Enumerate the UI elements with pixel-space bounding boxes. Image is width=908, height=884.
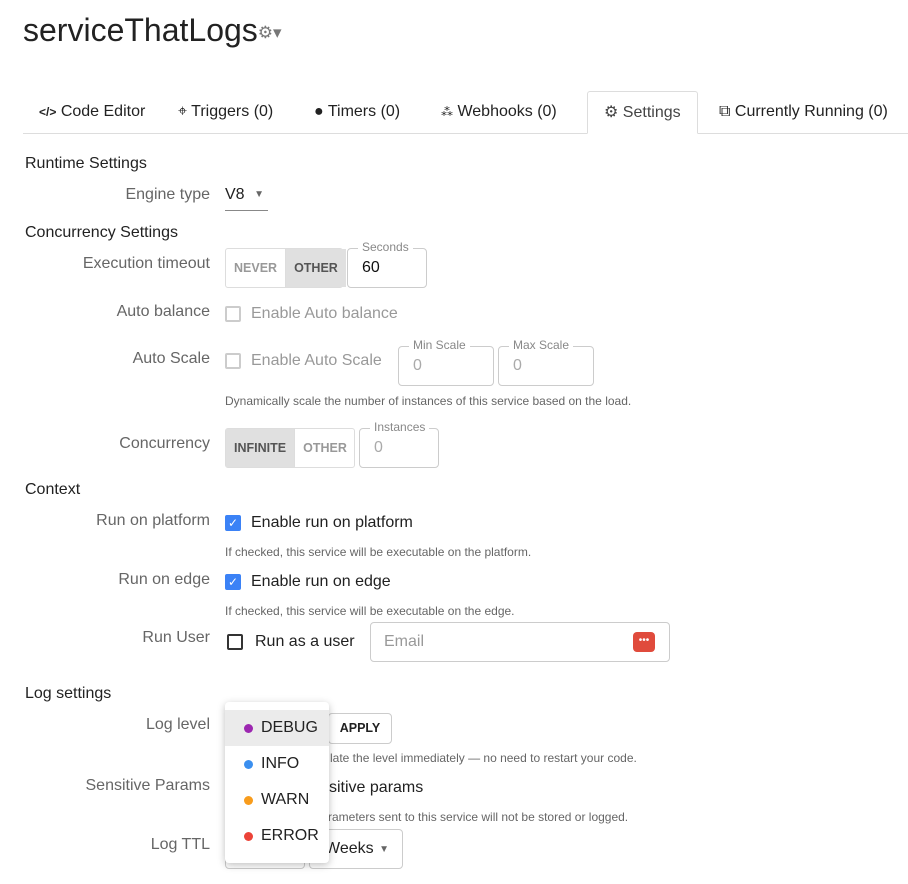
min-scale-label: Min Scale — [409, 338, 470, 352]
context-heading: Context — [25, 481, 81, 498]
edge-label: Run on edge — [118, 571, 210, 588]
menu-item-error[interactable]: ERROR — [225, 818, 329, 854]
menu-item-info[interactable]: INFO — [225, 746, 329, 782]
engine-select[interactable]: V8 ▼ — [225, 184, 268, 211]
chevron-down-icon: ▼ — [379, 844, 389, 855]
menu-item-warn[interactable]: WARN — [225, 782, 329, 818]
clock-icon: ● — [314, 103, 324, 120]
chevron-down-icon: ▼ — [254, 189, 264, 200]
info-dot-icon — [244, 759, 253, 769]
platform-checkbox[interactable]: ✓ Enable run on platform — [225, 514, 413, 532]
log-level-menu: DEBUG INFO WARN ERROR — [225, 702, 329, 863]
page-title: serviceThatLogs⚙▾ — [23, 12, 282, 48]
sensitive-help: rameters sent to this service will not b… — [328, 810, 629, 824]
code-icon: </> — [39, 105, 57, 119]
concurrency-toggle: INFINITE OTHER — [225, 428, 355, 468]
instances-input[interactable]: Instances 0 — [359, 420, 439, 468]
sensitive-checkbox-text[interactable]: sitive params — [329, 779, 424, 796]
tab-timers[interactable]: ● Timers (0) — [314, 103, 401, 120]
max-scale-input[interactable]: Max Scale 0 — [498, 338, 594, 386]
timeout-toggle: NEVER OTHER — [225, 248, 346, 288]
run-user-label: Run User — [142, 629, 210, 646]
apply-button[interactable]: APPLY — [328, 713, 392, 744]
concurrency-heading: Concurrency Settings — [25, 224, 178, 241]
tab-triggers[interactable]: ⌖ Triggers (0) — [178, 103, 274, 120]
infinite-button[interactable]: INFINITE — [226, 429, 295, 467]
other-button[interactable]: OTHER — [285, 249, 346, 287]
warn-dot-icon — [244, 795, 253, 805]
timeout-label: Execution timeout — [82, 255, 210, 272]
tab-currently-running[interactable]: ⧉ Currently Running (0) — [719, 103, 888, 120]
min-scale-input[interactable]: Min Scale 0 — [398, 338, 494, 386]
password-manager-icon[interactable]: ••• — [633, 632, 655, 652]
runtime-heading: Runtime Settings — [25, 155, 147, 172]
other-concurrency-button[interactable]: OTHER — [294, 429, 355, 467]
autobalance-checkbox[interactable]: Enable Auto balance — [225, 305, 398, 323]
stack-icon: ⧉ — [719, 103, 731, 120]
max-scale-label: Max Scale — [509, 338, 574, 352]
debug-dot-icon — [244, 723, 253, 733]
edge-help: If checked, this service will be executa… — [225, 604, 515, 618]
autoscale-help: Dynamically scale the number of instance… — [225, 394, 632, 408]
log-heading: Log settings — [25, 685, 112, 702]
seconds-label: Seconds — [358, 240, 413, 254]
error-dot-icon — [244, 831, 253, 841]
crosshair-icon: ⌖ — [178, 103, 188, 120]
autoscale-label: Auto Scale — [132, 350, 210, 367]
edge-checkbox[interactable]: ✓ Enable run on edge — [225, 573, 391, 591]
concurrency-label: Concurrency — [119, 435, 210, 452]
tab-bar: </> Code Editor ⌖ Triggers (0) ● Timers … — [23, 91, 908, 134]
settings-dropdown-icon[interactable]: ⚙▾ — [257, 22, 282, 42]
email-input[interactable]: Email ••• — [370, 622, 670, 662]
platform-help: If checked, this service will be executa… — [225, 545, 532, 559]
never-button[interactable]: NEVER — [234, 261, 278, 275]
seconds-input[interactable]: Seconds 60 — [347, 240, 427, 288]
log-level-label: Log level — [145, 716, 210, 733]
tab-code-editor[interactable]: </> Code Editor — [39, 103, 146, 120]
platform-label: Run on platform — [96, 512, 210, 529]
tab-settings[interactable]: ⚙ Settings — [587, 91, 698, 134]
autoscale-checkbox[interactable]: Enable Auto Scale — [225, 352, 382, 370]
log-level-help: late the level immediately — no need to … — [330, 751, 637, 765]
instances-label: Instances — [370, 420, 430, 434]
log-ttl-label: Log TTL — [150, 836, 210, 853]
gear-icon: ⚙ — [604, 104, 619, 121]
webhook-icon: ⁂ — [441, 105, 453, 119]
run-as-user-checkbox[interactable]: Run as a user — [227, 633, 355, 651]
tab-webhooks[interactable]: ⁂ Webhooks (0) — [441, 103, 557, 120]
sensitive-label: Sensitive Params — [85, 777, 211, 794]
menu-item-debug[interactable]: DEBUG — [225, 710, 329, 746]
engine-label: Engine type — [125, 186, 210, 203]
autobalance-label: Auto balance — [116, 303, 210, 320]
